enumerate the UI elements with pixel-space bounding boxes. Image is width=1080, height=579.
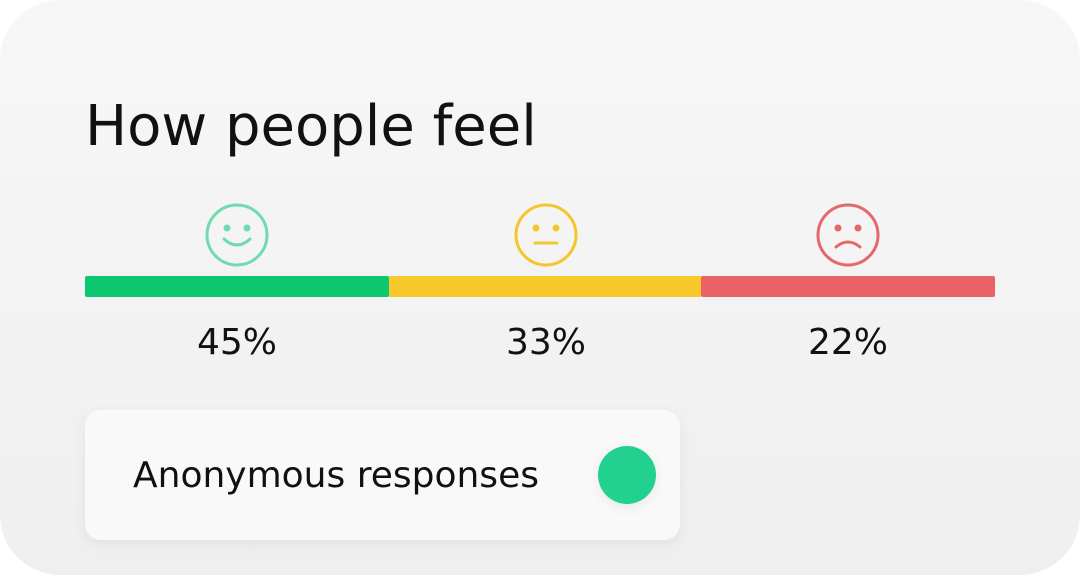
bar-segment — [85, 276, 389, 297]
face-icon — [514, 203, 578, 267]
sentiment-bar: 45% 33% 22% — [85, 203, 995, 363]
bar-segment — [701, 276, 995, 297]
face-mouth — [222, 237, 252, 247]
face-outline — [514, 203, 578, 267]
face-eye — [223, 224, 231, 232]
face-eye — [552, 224, 560, 232]
face-mouth — [834, 240, 862, 249]
percent-label: 22% — [808, 322, 888, 363]
face-outline — [816, 203, 880, 267]
card-title: How people feel — [85, 94, 537, 159]
face-icon — [205, 203, 269, 267]
percent-label: 33% — [506, 322, 586, 363]
toggle-switch[interactable] — [598, 446, 656, 504]
face-outline — [205, 203, 269, 267]
bar-segment — [389, 276, 701, 297]
percent-label: 45% — [197, 322, 277, 363]
toggle-row — [85, 410, 680, 540]
face-eye — [854, 224, 862, 232]
face-eye — [532, 224, 540, 232]
face-icon — [816, 203, 880, 267]
face-eye — [243, 224, 251, 232]
toggle-label: Anonymous responses — [133, 455, 539, 496]
face-eye — [834, 224, 842, 232]
